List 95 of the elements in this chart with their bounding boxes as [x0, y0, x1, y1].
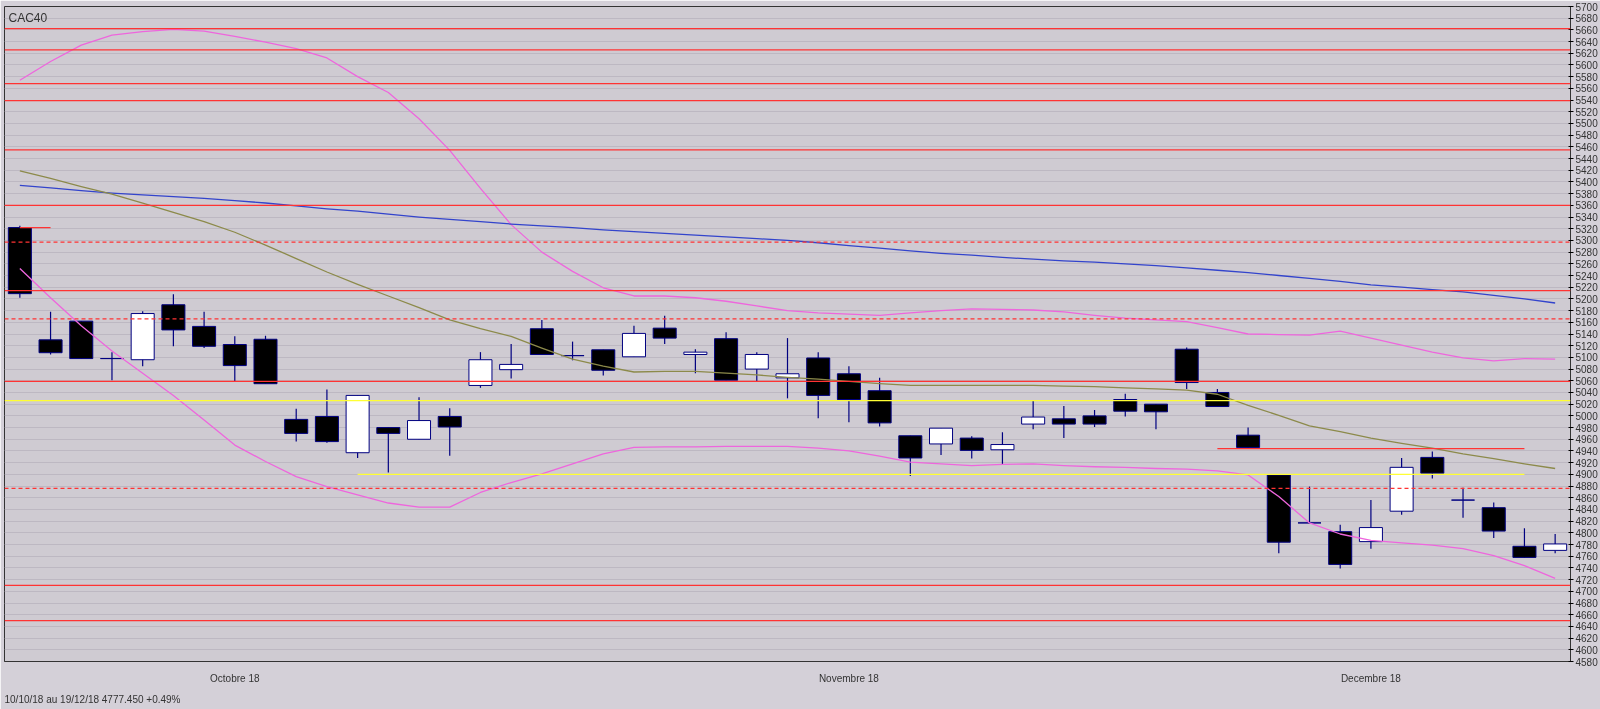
chart-title: CAC40 — [8, 10, 48, 25]
y-tick-label: 5680 — [1575, 13, 1599, 25]
y-tick-label: 5520 — [1575, 106, 1599, 118]
y-tick-label: 5580 — [1575, 71, 1599, 83]
candlestick — [1512, 527, 1537, 558]
y-tick-label: 4960 — [1575, 434, 1599, 446]
candlestick — [99, 351, 124, 381]
candlestick — [621, 325, 646, 358]
candlestick — [437, 407, 462, 457]
y-tick-label: 5140 — [1575, 329, 1599, 340]
y-tick-label: 5100 — [1575, 352, 1599, 364]
candlestick — [1051, 405, 1076, 439]
text: 10/10/18 au 19/12/18 4777.450 +0.49% — [4, 693, 181, 705]
y-tick-label: 5220 — [1575, 282, 1599, 294]
candlestick — [929, 427, 954, 456]
y-tick-label: 4740 — [1575, 562, 1599, 574]
y-tick-label: 5620 — [1575, 48, 1599, 60]
y-tick-label: 5160 — [1575, 317, 1599, 329]
y-tick-label: 5420 — [1575, 165, 1599, 177]
candlestick — [683, 348, 708, 374]
y-tick-label: 5200 — [1575, 293, 1599, 305]
y-tick-label: 5180 — [1575, 305, 1599, 317]
y-tick-label: 5340 — [1575, 212, 1599, 224]
y-tick-label: 4780 — [1575, 539, 1599, 551]
candlestick — [284, 408, 309, 443]
candlestick — [499, 343, 524, 380]
y-tick-label: 5060 — [1575, 375, 1599, 387]
candlestick — [1451, 487, 1476, 519]
y-tick-label: 4760 — [1575, 551, 1599, 563]
y-tick-label: 4620 — [1575, 633, 1599, 645]
x-tick-label: Decembre 18 — [1340, 672, 1402, 684]
candlestick — [652, 315, 677, 345]
y-tick-label: 5660 — [1575, 24, 1599, 36]
candlestick — [38, 311, 63, 356]
candlestick — [192, 311, 217, 349]
line-series — [19, 184, 1556, 304]
candlestick — [1021, 399, 1046, 430]
y-tick-label: 4700 — [1575, 586, 1599, 598]
y-tick-label: 5380 — [1575, 188, 1599, 200]
candlestick — [898, 435, 923, 477]
y-tick-label: 4980 — [1575, 422, 1599, 434]
y-tick-label: 5400 — [1575, 176, 1599, 188]
candlestick — [407, 396, 432, 440]
line-series — [19, 170, 1556, 470]
y-tick-label: 5540 — [1575, 95, 1599, 107]
y-tick-label: 5240 — [1575, 270, 1599, 282]
y-tick-label: 5360 — [1575, 200, 1599, 212]
candlestick — [1297, 486, 1322, 524]
y-tick-label: 4900 — [1575, 469, 1599, 481]
candlestick — [1143, 403, 1168, 430]
y-tick-label: 5560 — [1575, 83, 1599, 95]
y-tick-label: 4880 — [1575, 481, 1599, 493]
candlestick — [1481, 501, 1506, 539]
candlestick — [1420, 450, 1445, 480]
y-tick-label: 4720 — [1575, 574, 1599, 586]
y-tick-label: 4600 — [1575, 644, 1599, 656]
y-tick-label: 4940 — [1575, 445, 1599, 457]
y-tick-label: 5640 — [1575, 36, 1599, 48]
y-tick-label: 5300 — [1575, 235, 1599, 247]
candlestick — [1543, 533, 1568, 554]
candlestick — [990, 431, 1015, 466]
y-tick-label: 5440 — [1575, 153, 1599, 165]
y-tick-label: 4820 — [1575, 516, 1599, 528]
x-tick-label: Novembre 18 — [818, 672, 880, 684]
line-series — [19, 28, 1556, 362]
y-tick-label: 4860 — [1575, 492, 1599, 504]
y-tick-label: 4800 — [1575, 527, 1599, 539]
y-tick-label: 5480 — [1575, 130, 1599, 142]
y-tick-label: 4660 — [1575, 609, 1599, 621]
candlestick — [1358, 499, 1383, 550]
y-tick-label: 5000 — [1575, 410, 1599, 422]
x-tick-label: Octobre 18 — [210, 672, 260, 684]
y-tick-label: 5460 — [1575, 141, 1599, 153]
y-tick-label: 5020 — [1575, 399, 1599, 411]
y-tick-label: 5500 — [1575, 118, 1599, 130]
line-series — [19, 267, 1556, 580]
candlestick — [1113, 393, 1138, 418]
y-tick-label: 5120 — [1575, 340, 1599, 352]
y-tick-label: 4840 — [1575, 504, 1599, 516]
y-tick-label: 5260 — [1575, 258, 1599, 270]
y-tick-label: 5040 — [1575, 387, 1599, 399]
candlestick — [744, 351, 769, 383]
candlestick — [959, 435, 984, 460]
y-tick-label: 5700 — [1575, 1, 1599, 13]
y-tick-label: 4680 — [1575, 598, 1599, 610]
y-tick-label: 5280 — [1575, 247, 1599, 259]
y-tick-label: 4920 — [1575, 457, 1599, 469]
candlestick — [222, 335, 247, 382]
candlestick — [591, 349, 616, 377]
y-tick-label: 4580 — [1575, 656, 1599, 668]
y-tick-label: 5320 — [1575, 223, 1599, 235]
y-tick-label: 5600 — [1575, 59, 1599, 71]
y-tick-label: 4640 — [1575, 621, 1599, 633]
y-tick-label: 5080 — [1575, 364, 1599, 376]
candlestick — [376, 426, 401, 474]
